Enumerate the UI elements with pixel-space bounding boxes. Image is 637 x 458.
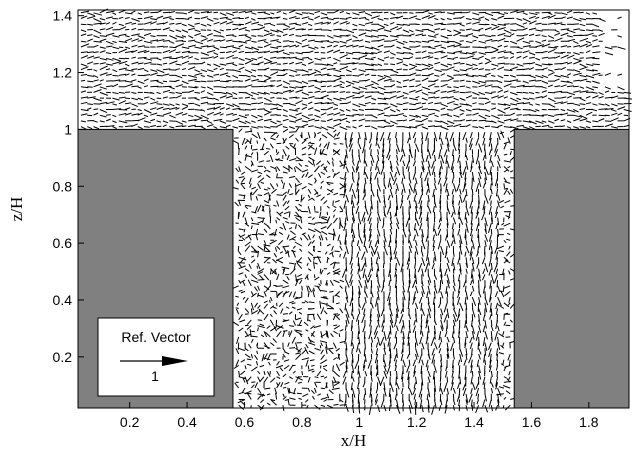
x-tick-label: 0.2 bbox=[120, 414, 140, 430]
x-tick-label: 1 bbox=[355, 414, 363, 430]
y-tick-label: 0.6 bbox=[53, 235, 73, 251]
buildings bbox=[77, 128, 630, 409]
y-tick-label: 0.2 bbox=[53, 349, 73, 365]
reference-vector-legend: Ref. Vector 1 bbox=[97, 317, 215, 397]
plot-frame bbox=[77, 9, 630, 409]
reference-vector-arrow-head bbox=[162, 356, 188, 366]
y-axis: 0.2 0.4 0.6 0.8 1 1.2 1.4 bbox=[53, 8, 84, 365]
x-tick-label: 0.4 bbox=[177, 414, 197, 430]
y-tick-label: 0.8 bbox=[53, 178, 73, 194]
x-tick-label: 1.4 bbox=[464, 414, 484, 430]
building-2 bbox=[513, 128, 630, 409]
x-tick-label: 0.8 bbox=[292, 414, 312, 430]
vector-arrows bbox=[80, 8, 633, 416]
vector-field-arrows bbox=[80, 8, 633, 416]
x-tick-label: 1.8 bbox=[579, 414, 599, 430]
x-tick-label: 1.2 bbox=[407, 414, 427, 430]
reference-vector-title: Ref. Vector bbox=[121, 329, 191, 345]
y-tick-label: 1.2 bbox=[53, 65, 73, 81]
y-tick-label: 1.4 bbox=[53, 8, 73, 24]
x-axis: 0.2 0.4 0.6 0.8 1 1.2 1.4 1.6 1.8 bbox=[120, 402, 599, 430]
x-tick-label: 0.6 bbox=[235, 414, 255, 430]
x-tick-label: 1.6 bbox=[522, 414, 542, 430]
x-axis-title: x/H bbox=[341, 431, 367, 450]
y-tick-label: 0.4 bbox=[53, 292, 73, 308]
reference-vector-box bbox=[97, 317, 215, 397]
y-axis-title: z/H bbox=[7, 197, 26, 222]
reference-vector-magnitude: 1 bbox=[151, 368, 159, 384]
y-tick-label: 1 bbox=[64, 121, 72, 137]
